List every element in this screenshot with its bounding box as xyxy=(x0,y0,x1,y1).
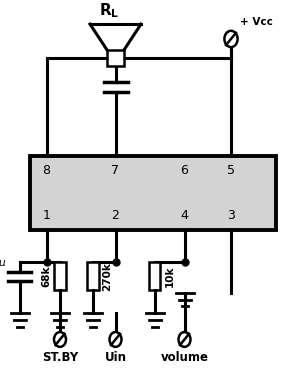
Text: 5: 5 xyxy=(227,164,235,177)
Text: 2: 2 xyxy=(112,209,119,222)
Text: 10$\mu$: 10$\mu$ xyxy=(0,256,7,270)
Text: 6: 6 xyxy=(181,164,188,177)
Text: 3: 3 xyxy=(227,209,235,222)
Circle shape xyxy=(110,332,122,347)
Text: Uin: Uin xyxy=(104,351,127,364)
Text: 4: 4 xyxy=(181,209,188,222)
Circle shape xyxy=(224,31,238,47)
Text: 68k: 68k xyxy=(41,266,51,287)
Text: volume: volume xyxy=(160,351,208,364)
Bar xyxy=(87,263,99,290)
Bar xyxy=(30,156,276,230)
Text: 1: 1 xyxy=(43,209,50,222)
Text: 270k: 270k xyxy=(102,262,112,291)
Text: 8: 8 xyxy=(43,164,50,177)
Bar xyxy=(54,263,66,290)
Circle shape xyxy=(54,332,66,347)
Text: 10k: 10k xyxy=(165,266,175,287)
Bar xyxy=(149,263,160,290)
Text: R$_\mathregular{L}$: R$_\mathregular{L}$ xyxy=(99,2,120,20)
Bar xyxy=(107,50,124,66)
Text: + Vcc: + Vcc xyxy=(240,17,273,27)
Text: 7: 7 xyxy=(112,164,119,177)
Text: ST.BY: ST.BY xyxy=(42,351,78,364)
Circle shape xyxy=(178,332,190,347)
